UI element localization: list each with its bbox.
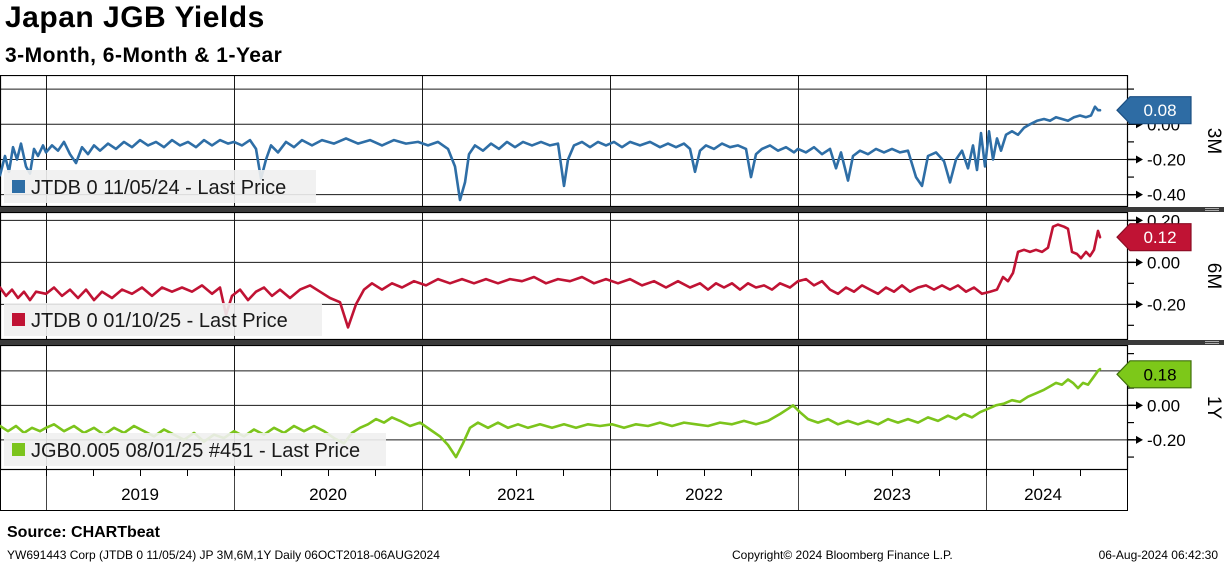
series-line-6m [0,223,1102,329]
security-descriptor: YW691443 Corp (JTDB 0 11/05/24) JP 3M,6M… [7,548,440,562]
year-label: 2021 [497,485,535,504]
tick-arrow-icon [1136,216,1143,225]
year-label: 2023 [873,485,911,504]
legend-box [4,433,386,466]
last-price-value: 0.12 [1143,228,1176,247]
last-price-badge-1y [1116,360,1192,389]
last-price-value: 0.18 [1143,365,1176,384]
time-axis: 2019 2020 2021 2022 2023 2024 [0,470,1128,511]
panel-separator-2[interactable] [0,340,1224,345]
axis-title-6m: 6M [1203,263,1224,289]
legend-3m[interactable]: JTDB 0 11/05/24 - Last Price [4,170,316,203]
separator-handle-icon[interactable] [1205,341,1219,344]
timestamp: 06-Aug-2024 06:42:30 [1098,548,1218,562]
legend-swatch-icon [12,313,25,326]
axis-tick-label: -0.20 [1147,150,1186,169]
separator-handle-icon[interactable] [1205,208,1219,211]
last-price-badge-6m [1116,223,1192,252]
panel-frame [0,345,1129,471]
panel-frame [0,75,1129,208]
axis-tick-label: -0.20 [1147,295,1186,314]
panel-frame [0,212,1129,341]
axis-tick-label: -0.20 [1147,431,1186,450]
axis-tick-label: 0.00 [1147,396,1180,415]
chart-subtitle: 3-Month, 6-Month & 1-Year [5,44,283,67]
legend-1y[interactable]: JGB0.005 08/01/25 #451 - Last Price [4,433,386,466]
legend-swatch-icon [12,443,25,456]
last-price-value: 0.08 [1143,101,1176,120]
last-price-badge-3m [1116,96,1192,125]
year-label: 2024 [1024,485,1062,504]
series-line-3m [0,105,1102,202]
year-label: 2019 [121,485,159,504]
legend-6m[interactable]: JTDB 0 01/10/25 - Last Price [4,303,322,336]
copyright-text: Copyright© 2024 Bloomberg Finance L.P. [732,548,953,562]
legend-label: JGB0.005 08/01/25 #451 - Last Price [31,440,360,462]
panel-1y: 0.00 -0.20 0.18 1Y JGB0.005 08/01/25 #451 - … [0,345,1224,471]
legend-label: JTDB 0 11/05/24 - Last Price [31,177,286,199]
legend-label: JTDB 0 01/10/25 - Last Price [31,310,288,332]
tick-arrow-icon [1136,300,1143,309]
tick-arrow-icon [1136,401,1143,410]
tick-arrow-icon [1136,190,1143,199]
panel-separator-1[interactable] [0,207,1224,212]
axis-tick-label: -0.40 [1147,186,1186,205]
axis-title-1y: 1Y [1203,396,1224,420]
legend-box [4,170,316,203]
tick-arrow-icon [1136,155,1143,164]
year-label: 2020 [309,485,347,504]
year-label: 2022 [685,485,723,504]
source-label: Source: CHARTbeat [7,524,160,541]
chart-title: Japan JGB Yields [5,1,265,34]
legend-swatch-icon [12,180,25,193]
legend-box [4,303,322,336]
tick-arrow-icon [1136,435,1143,444]
tick-arrow-icon [1136,258,1143,267]
axis-tick-label: 0.00 [1147,253,1180,272]
axis-title-3m: 3M [1203,128,1224,154]
